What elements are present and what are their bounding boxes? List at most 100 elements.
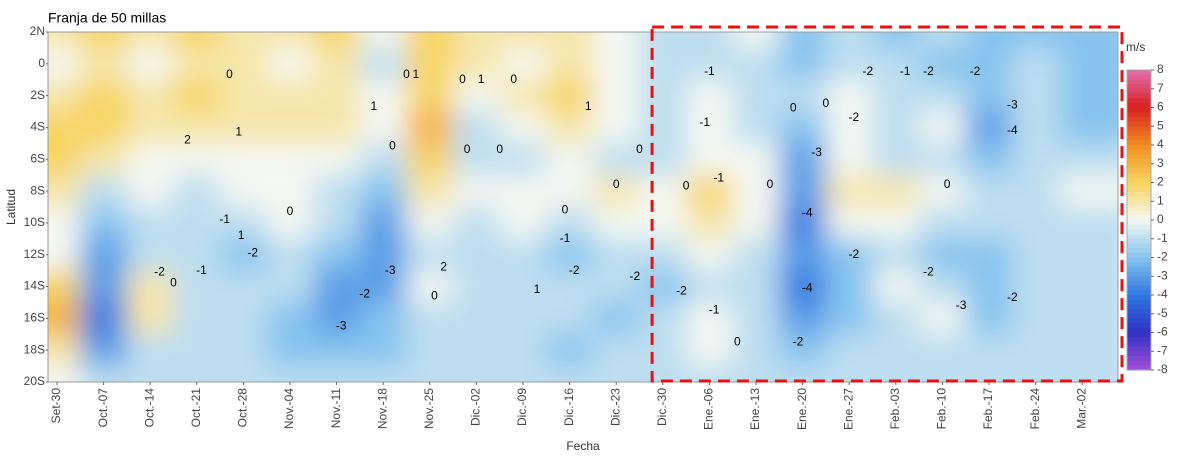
x-tick-label: Feb.-17 <box>981 388 995 430</box>
heat-cell <box>686 143 734 177</box>
colorbar-segment <box>1127 107 1151 113</box>
contour-label: 0 <box>287 204 294 218</box>
colorbar-segment <box>1127 341 1151 348</box>
colorbar-segment <box>1127 360 1151 366</box>
heat-cell <box>266 143 315 177</box>
contour-label: 0 <box>734 334 741 348</box>
contour-label: -2 <box>1007 290 1018 304</box>
colorbar-segment <box>1127 234 1151 240</box>
colorbar-segment <box>1127 74 1151 80</box>
heat-cell <box>779 79 827 113</box>
contour-label: -2 <box>630 269 641 283</box>
colorbar-tick-label: 8 <box>1157 62 1164 76</box>
heat-cell <box>406 270 455 304</box>
contour-label: -1 <box>704 64 715 78</box>
heat-cell <box>126 302 175 336</box>
heat-cell <box>499 111 548 145</box>
heat-cell <box>919 334 967 368</box>
heat-cell <box>80 47 128 81</box>
heat-cell <box>732 334 781 368</box>
y-axis-label: Latitud <box>4 189 18 225</box>
contour-label: -2 <box>970 64 981 78</box>
colorbar-tick-label: 5 <box>1157 118 1164 132</box>
heat-cell <box>266 238 315 272</box>
x-tick-label: Mar.-02 <box>1074 388 1088 429</box>
heat-cell <box>1058 47 1118 81</box>
colorbar-segment <box>1127 248 1151 254</box>
colorbar-segment <box>1127 238 1151 245</box>
contour-label: 0 <box>431 288 438 302</box>
heat-cell <box>499 270 548 304</box>
heat-cell <box>126 238 175 272</box>
heat-cell <box>1058 334 1118 368</box>
heat-cell <box>872 47 921 81</box>
colorbar-segment <box>1127 290 1151 296</box>
heat-cell <box>126 366 175 382</box>
colorbar-segment <box>1127 135 1151 141</box>
heat-cell <box>779 334 827 368</box>
colorbar-segment <box>1127 149 1151 155</box>
colorbar-segment <box>1127 309 1151 315</box>
contour-label: 0 <box>562 202 569 216</box>
heat-cell <box>592 238 641 272</box>
colorbar-tick-label: 4 <box>1157 137 1164 151</box>
colorbar-segment <box>1127 98 1151 104</box>
heat-cell <box>592 47 641 81</box>
heat-cell <box>639 32 688 49</box>
heat-cell <box>453 366 501 382</box>
colorbar-tick-label: -2 <box>1157 250 1168 264</box>
heat-cell <box>732 111 781 145</box>
contour-label: 0 <box>510 72 517 86</box>
colorbar-segment <box>1127 210 1151 216</box>
colorbar-segment <box>1127 145 1151 151</box>
colorbar-tick-label: 6 <box>1157 100 1164 114</box>
colorbar-segment <box>1127 154 1151 160</box>
heat-cell <box>546 207 594 240</box>
heat-cell <box>732 32 781 49</box>
heat-cell <box>266 270 315 304</box>
colorbar-segment <box>1127 327 1151 334</box>
colorbar-segment <box>1127 173 1151 179</box>
heat-cell <box>1012 334 1060 368</box>
heat-cell <box>406 47 455 81</box>
heat-cell <box>965 79 1014 113</box>
heat-cell <box>686 79 734 113</box>
heat-cell <box>825 111 874 145</box>
heat-cell <box>592 270 641 304</box>
heat-cell <box>499 79 548 113</box>
heat-cell <box>220 79 268 113</box>
heat-cell <box>639 175 688 208</box>
heat-cell <box>1012 111 1060 145</box>
heat-cell <box>872 175 921 208</box>
heat-cell <box>313 79 361 113</box>
colorbar-segment <box>1127 318 1151 324</box>
contour-label: 0 <box>944 177 951 191</box>
colorbar-segment <box>1127 257 1151 263</box>
heat-cell <box>1058 302 1118 336</box>
heat-cell <box>825 366 874 382</box>
heat-cell <box>220 32 268 49</box>
heat-cell <box>80 270 128 304</box>
heat-cell <box>359 334 408 368</box>
heat-cell <box>499 334 548 368</box>
heat-cell <box>639 79 688 113</box>
heat-cell <box>872 143 921 177</box>
heat-cell <box>406 79 455 113</box>
heat-cell <box>825 207 874 240</box>
heat-cell <box>872 207 921 240</box>
heat-cell <box>919 111 967 145</box>
contour-label: -4 <box>802 280 813 294</box>
heat-cell <box>313 270 361 304</box>
heat-cell <box>359 32 408 49</box>
contour-label: -2 <box>849 247 860 261</box>
heat-cell <box>359 238 408 272</box>
heat-cell <box>173 175 222 208</box>
heat-cell <box>80 207 128 240</box>
heat-cell <box>732 238 781 272</box>
heat-cell <box>126 47 175 81</box>
heat-cell <box>872 302 921 336</box>
x-tick-label: Oct.-07 <box>96 388 110 428</box>
heat-cell <box>965 47 1014 81</box>
heat-cell <box>406 32 455 49</box>
heat-cell <box>779 143 827 177</box>
